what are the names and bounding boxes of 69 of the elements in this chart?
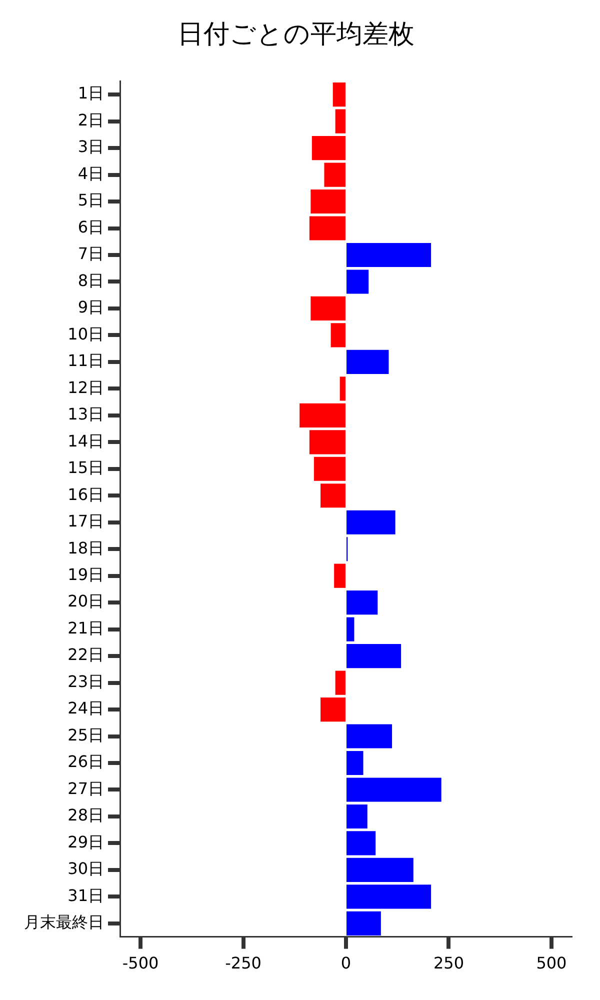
bar — [346, 644, 402, 668]
y-tick-label: 21日 — [68, 618, 104, 638]
y-tick-label: 29日 — [68, 832, 104, 852]
bar — [332, 82, 346, 107]
y-tick-label: 2日 — [78, 110, 104, 130]
y-tick-label: 23日 — [68, 672, 104, 691]
bar — [346, 270, 369, 294]
bar — [346, 510, 396, 534]
y-tick-label: 22日 — [68, 645, 104, 664]
y-tick-label: 15日 — [68, 458, 104, 478]
bar — [346, 350, 389, 374]
chart-title: 日付ごとの平均差枚 — [178, 19, 414, 50]
bar — [346, 778, 442, 802]
y-tick-label: 1日 — [78, 84, 104, 103]
y-tick-label: 26日 — [68, 752, 104, 772]
bar — [346, 884, 432, 909]
bar — [334, 564, 346, 588]
y-tick-label: 5日 — [78, 190, 104, 210]
y-tick-label: 6日 — [78, 217, 104, 236]
bar — [320, 698, 346, 722]
y-tick-label: 3日 — [78, 137, 104, 156]
bar — [335, 670, 346, 695]
y-tick-label: 20日 — [68, 592, 104, 611]
y-tick-label: 14日 — [68, 431, 104, 450]
bar — [314, 456, 346, 481]
y-tick-label: 9日 — [78, 298, 104, 317]
y-tick-label: 8日 — [78, 270, 104, 290]
x-tick-label: 250 — [433, 954, 464, 973]
y-tick-label: 24日 — [68, 698, 104, 718]
y-tick-label: 月末最終日 — [24, 912, 104, 932]
y-tick-label: 12日 — [68, 378, 104, 397]
bar — [346, 242, 432, 268]
bar — [310, 296, 346, 320]
y-tick-label: 11日 — [68, 351, 104, 370]
y-tick-label: 4日 — [78, 164, 104, 183]
bar — [312, 136, 346, 160]
y-tick-label: 31日 — [68, 886, 104, 905]
bar — [346, 911, 381, 936]
y-tick-label: 17日 — [68, 512, 104, 531]
y-tick-label: 18日 — [68, 538, 104, 558]
y-tick-label: 28日 — [68, 806, 104, 825]
y-tick-label: 19日 — [68, 565, 104, 584]
x-tick-label: -500 — [122, 954, 159, 973]
bar — [310, 189, 346, 214]
y-tick-label: 10日 — [68, 324, 104, 344]
bar — [309, 216, 346, 240]
y-tick-label: 7日 — [78, 244, 104, 264]
bar — [346, 831, 376, 856]
y-tick-label: 13日 — [68, 404, 104, 424]
bar — [346, 750, 364, 776]
x-tick-label: 500 — [536, 954, 567, 973]
bar — [330, 323, 346, 348]
bar — [346, 590, 378, 615]
bar — [324, 162, 346, 187]
y-tick-label: 16日 — [68, 484, 104, 504]
bar — [300, 403, 346, 428]
y-tick-label: 27日 — [68, 778, 104, 798]
bar — [309, 430, 346, 454]
bar — [335, 109, 346, 134]
x-tick-label: 0 — [340, 954, 352, 973]
bar — [320, 484, 346, 508]
bar — [346, 617, 354, 642]
bar — [340, 376, 346, 401]
x-tick-label: -250 — [225, 954, 262, 973]
bar — [346, 724, 392, 748]
y-tick-label: 30日 — [68, 859, 104, 878]
bar — [346, 804, 368, 829]
y-tick-label: 25日 — [68, 725, 104, 744]
bar — [346, 858, 414, 882]
